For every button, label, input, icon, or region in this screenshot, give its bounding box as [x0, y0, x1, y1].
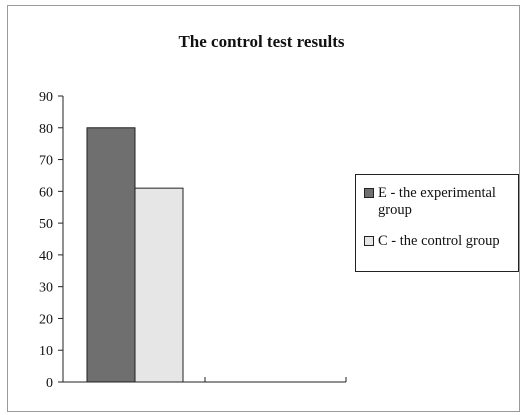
y-tick-label: 60 — [39, 185, 53, 200]
y-tick-label: 30 — [39, 281, 53, 296]
bar-experimental — [86, 127, 136, 383]
y-tick-label: 40 — [39, 249, 53, 264]
y-tick-label: 20 — [39, 312, 53, 327]
legend-swatch-experimental — [364, 188, 374, 198]
legend-label-experimental: E - the experimental group — [378, 185, 496, 218]
y-tick-label: 0 — [46, 376, 53, 391]
legend-item-experimental: E - the experimental group — [364, 185, 518, 219]
y-tick-label: 10 — [39, 344, 53, 359]
y-tick-label: 80 — [39, 122, 53, 137]
y-tick-label: 50 — [39, 217, 53, 232]
y-tick-label: 90 — [39, 90, 53, 105]
legend-swatch-control — [364, 236, 374, 246]
legend-item-control: C - the control group — [364, 233, 500, 250]
y-tick-label: 70 — [39, 154, 53, 169]
chart-legend: E - the experimental group C - the contr… — [355, 174, 519, 272]
legend-label-control: C - the control group — [378, 233, 500, 249]
bar-control — [134, 187, 184, 383]
chart-title: The control test results — [178, 32, 345, 51]
